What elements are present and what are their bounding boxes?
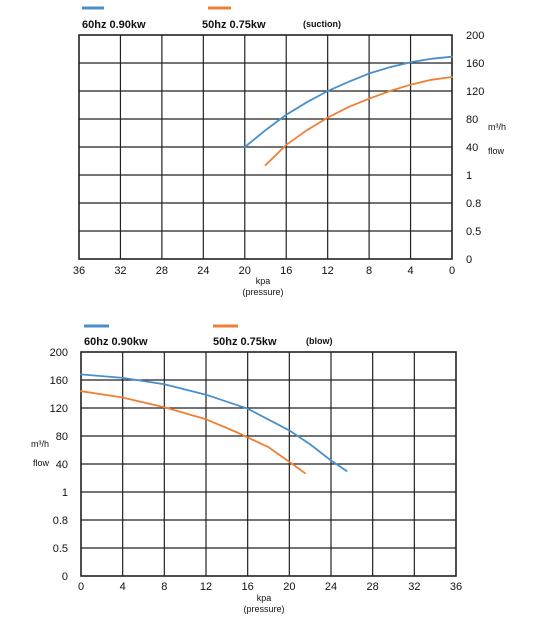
y-tick-label: 120 (466, 86, 484, 98)
plot-area-grid (78, 34, 453, 260)
plot-area-grid (80, 351, 457, 577)
x-tick-label: 32 (408, 581, 420, 593)
x-tick-labels: 36 32 28 24 20 16 12 8 4 0 (73, 265, 455, 277)
series-line-60hz (80, 373, 348, 472)
x-tick-label: 4 (120, 581, 126, 593)
x-tick-label: 28 (156, 265, 168, 277)
x-axis-label: kpa (256, 276, 271, 286)
x-tick-label: 16 (280, 265, 292, 277)
y-tick-label: 0.8 (466, 198, 481, 210)
y-tick-label: 200 (466, 30, 484, 42)
y-axis-label: flow (488, 146, 505, 156)
x-tick-label: 20 (239, 265, 251, 277)
x-tick-label: 12 (322, 265, 334, 277)
y-tick-label: 1 (466, 170, 472, 182)
x-tick-label: 36 (73, 265, 85, 277)
blow-chart: 60hz 0.90kw 50hz 0.75kw (blow) 0 4 8 12 16 20… (31, 324, 462, 614)
x-tick-labels: 0 4 8 12 16 20 24 28 32 36 (78, 581, 462, 593)
y-tick-labels: 0 0.5 0.8 1 40 80 120 160 200 (50, 347, 68, 583)
x-tick-label: 0 (78, 581, 84, 593)
legend-label-50hz: 50hz 0.75kw (213, 336, 277, 348)
x-tick-label: 12 (200, 581, 212, 593)
y-tick-label: 0 (466, 254, 472, 266)
y-tick-label: 1 (62, 487, 68, 499)
x-tick-label: 24 (325, 581, 337, 593)
x-tick-label: 8 (161, 581, 167, 593)
y-tick-label: 0.5 (53, 543, 68, 555)
legend-label-50hz: 50hz 0.75kw (202, 19, 266, 31)
x-axis-label: kpa (257, 593, 272, 603)
y-tick-label: 200 (50, 347, 68, 359)
x-tick-label: 16 (242, 581, 254, 593)
series-line-60hz (243, 55, 453, 148)
y-axis-unit: m³/h (488, 122, 506, 132)
x-tick-label: 20 (283, 581, 295, 593)
series-lines (243, 55, 453, 167)
y-tick-label: 80 (466, 114, 478, 126)
y-tick-label: 120 (50, 403, 68, 415)
x-tick-label: 4 (407, 265, 413, 277)
x-tick-label: 32 (114, 265, 126, 277)
legend-mode-label: (blow) (306, 336, 333, 346)
y-axis-unit: m³/h (31, 439, 49, 449)
x-axis-label-sub: (pressure) (243, 604, 284, 614)
x-tick-label: 24 (197, 265, 209, 277)
x-tick-label: 36 (450, 581, 462, 593)
y-axis-label: flow (33, 458, 50, 468)
y-tick-label: 40 (56, 459, 68, 471)
series-lines (80, 373, 348, 474)
legend-label-60hz: 60hz 0.90kw (82, 19, 146, 31)
legend-mode-label: (suction) (303, 19, 341, 29)
x-tick-label: 8 (366, 265, 372, 277)
y-tick-label: 0.5 (466, 226, 481, 238)
x-tick-label: 0 (449, 265, 455, 277)
y-tick-labels: 0 0.5 0.8 1 40 80 120 160 200 (466, 30, 484, 266)
suction-chart: 60hz 0.90kw 50hz 0.75kw (suction) 36 32 28… (73, 6, 506, 297)
y-tick-label: 160 (466, 58, 484, 70)
y-tick-label: 0.8 (53, 515, 68, 527)
y-tick-label: 80 (56, 431, 68, 443)
y-tick-label: 160 (50, 375, 68, 387)
y-tick-label: 0 (62, 571, 68, 583)
legend-label-60hz: 60hz 0.90kw (84, 336, 148, 348)
x-tick-label: 28 (367, 581, 379, 593)
y-tick-label: 40 (466, 142, 478, 154)
series-line-50hz (80, 390, 306, 474)
x-axis-label-sub: (pressure) (242, 287, 283, 297)
series-line-50hz (264, 76, 453, 167)
